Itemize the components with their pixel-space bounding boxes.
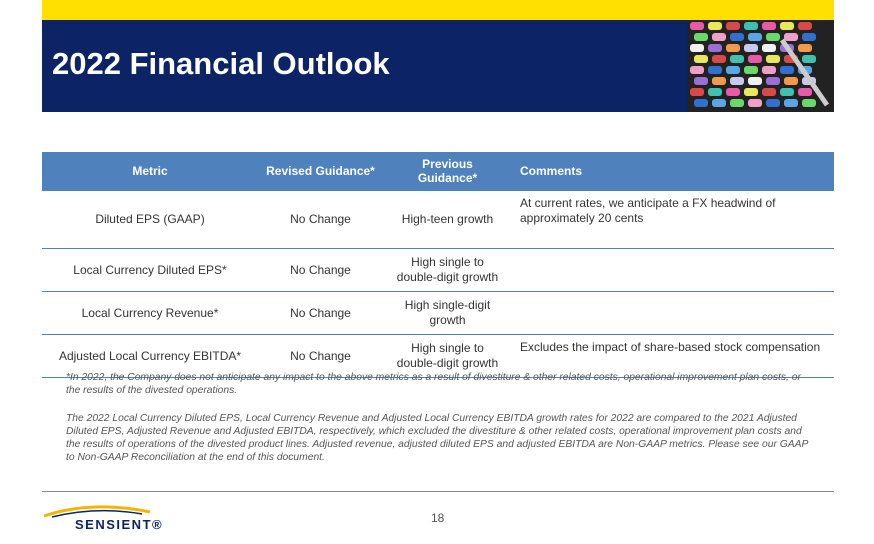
- footnote: *In 2022, the Company does not anticipat…: [66, 372, 801, 396]
- palette-swatch: [762, 66, 776, 74]
- slide-title: 2022 Financial Outlook: [52, 46, 390, 81]
- column-header: Previous Guidance*: [383, 152, 512, 191]
- palette-swatch: [802, 99, 816, 107]
- palette-swatch: [730, 55, 744, 63]
- palette-swatch: [712, 55, 726, 63]
- palette-swatch: [708, 88, 722, 96]
- outlook-table: Metric Revised Guidance* Previous Guidance…: [42, 152, 834, 378]
- column-header: Metric: [42, 152, 258, 191]
- table-cell: Excludes the impact of share-based stock…: [512, 334, 834, 378]
- logo-swoosh: [43, 505, 151, 518]
- palette-swatch: [726, 88, 740, 96]
- palette-swatch: [690, 44, 704, 52]
- table-cell: No Change: [258, 334, 383, 378]
- table-cell: High single-digit growth: [383, 291, 512, 335]
- palette-swatch: [748, 99, 762, 107]
- footer-rule: [42, 491, 834, 492]
- palette-swatch: [766, 33, 780, 41]
- palette-swatch: [690, 66, 704, 74]
- palette-swatch: [708, 66, 722, 74]
- palette-swatch: [784, 77, 798, 85]
- palette-swatch: [694, 99, 708, 107]
- palette-swatch: [780, 22, 794, 30]
- palette-swatch: [744, 22, 758, 30]
- table-cell: No Change: [258, 291, 383, 335]
- palette-swatch: [748, 77, 762, 85]
- palette-swatch: [694, 55, 708, 63]
- palette-swatch: [766, 55, 780, 63]
- logo-text: SENSIENT®: [75, 517, 164, 532]
- palette-swatch: [798, 44, 812, 52]
- table-cell: No Change: [258, 190, 383, 249]
- column-header: Comments: [512, 152, 834, 191]
- palette-swatch: [762, 22, 776, 30]
- palette-swatch: [708, 44, 722, 52]
- table-cell: At current rates, we anticipate a FX hea…: [512, 190, 834, 249]
- table-cell: Adjusted Local Currency EBITDA*: [42, 334, 258, 378]
- palette-swatch: [744, 88, 758, 96]
- palette-swatch: [802, 33, 816, 41]
- palette-swatch: [762, 88, 776, 96]
- table-row: Adjusted Local Currency EBITDA* No Change…: [42, 334, 834, 378]
- palette-swatch: [744, 44, 758, 52]
- palette-swatch: [712, 99, 726, 107]
- palette-swatch: [784, 33, 798, 41]
- footnotes: *In 2022, the Company does not anticipat…: [66, 371, 811, 479]
- palette-swatch: [726, 44, 740, 52]
- palette-swatch: [748, 33, 762, 41]
- table-row: Local Currency Revenue* No Change High sin…: [42, 291, 834, 335]
- table-cell: Local Currency Diluted EPS*: [42, 248, 258, 292]
- table-cell: High-teen growth: [383, 190, 512, 249]
- palette-swatch: [712, 33, 726, 41]
- table-cell: Local Currency Revenue*: [42, 291, 258, 335]
- page-number: 18: [431, 511, 445, 525]
- palette-swatch: [730, 33, 744, 41]
- table-row: Local Currency Diluted EPS* No Change High…: [42, 248, 834, 292]
- table-cell: Diluted EPS (GAAP): [42, 190, 258, 249]
- table-cell: No Change: [258, 248, 383, 292]
- table-cell: [512, 248, 834, 292]
- table-cell: High single to double-digit growth: [383, 334, 512, 378]
- palette-swatch: [798, 22, 812, 30]
- palette-swatch: [690, 22, 704, 30]
- table-cell: High single to double-digit growth: [383, 248, 512, 292]
- palette-swatch: [748, 55, 762, 63]
- palette-swatch: [744, 66, 758, 74]
- palette-swatch: [690, 88, 704, 96]
- table-row: Diluted EPS (GAAP) No Change High-teen gro…: [42, 190, 834, 249]
- palette-swatch: [694, 33, 708, 41]
- palette-swatch: [766, 77, 780, 85]
- palette-swatch: [726, 66, 740, 74]
- top-band: [42, 0, 834, 20]
- palette-swatch: [726, 22, 740, 30]
- palette-swatch: [798, 88, 812, 96]
- palette-swatch: [780, 88, 794, 96]
- palette-swatch: [730, 77, 744, 85]
- table-cell: [512, 291, 834, 335]
- palette-swatch: [784, 99, 798, 107]
- palette-swatch: [766, 99, 780, 107]
- palette-swatch: [708, 22, 722, 30]
- palette-swatch: [712, 77, 726, 85]
- footnote: The 2022 Local Currency Diluted EPS, Loc…: [66, 413, 808, 463]
- header-image: [687, 20, 834, 112]
- palette-swatch: [762, 44, 776, 52]
- column-header: Revised Guidance*: [258, 152, 383, 191]
- palette-swatch: [730, 99, 744, 107]
- palette-swatch: [802, 55, 816, 63]
- palette-swatch: [780, 66, 794, 74]
- palette-swatch: [694, 77, 708, 85]
